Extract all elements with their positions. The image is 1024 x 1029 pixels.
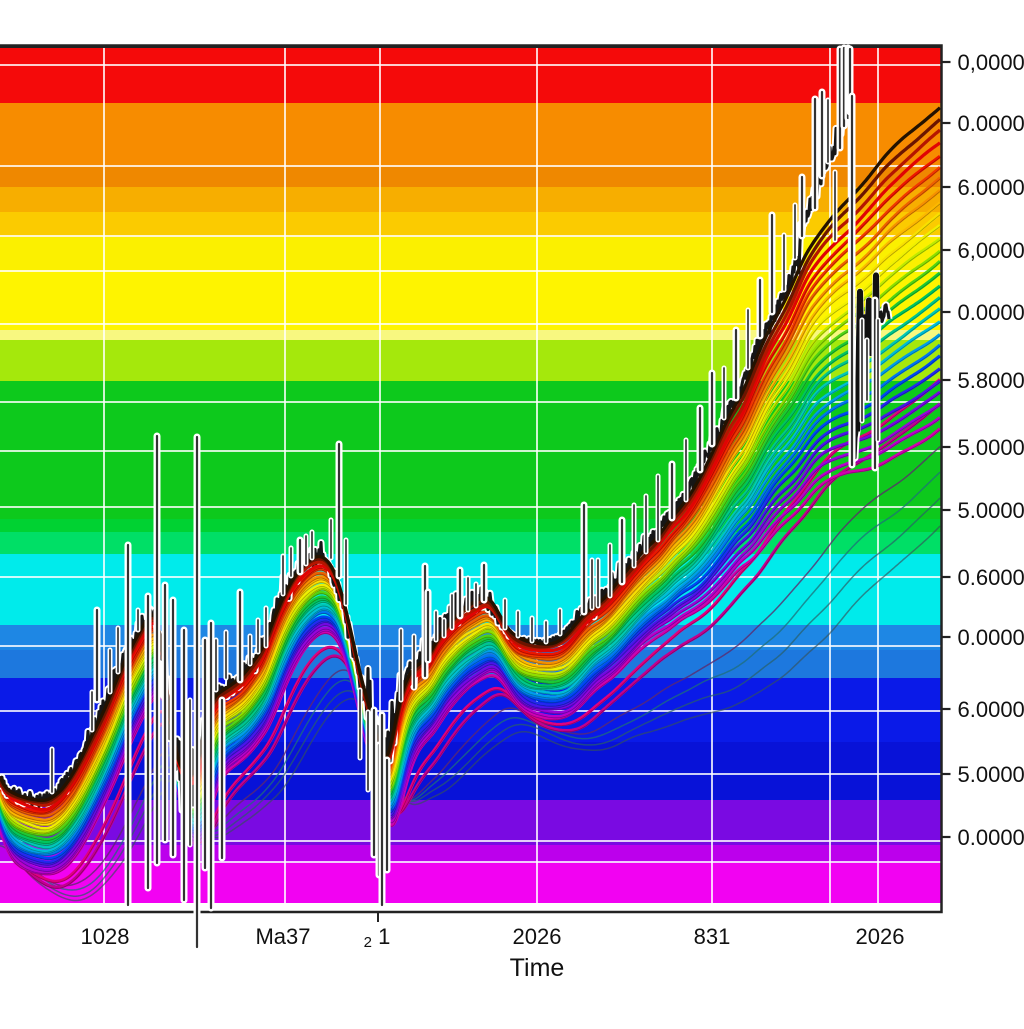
svg-text:5.0000: 5.0000 (958, 498, 1024, 523)
svg-text:2026: 2026 (513, 924, 562, 949)
svg-text:0.0000: 0.0000 (958, 111, 1024, 136)
svg-text:Ma37: Ma37 (255, 924, 310, 949)
svg-text:0.0000: 0.0000 (958, 625, 1024, 650)
svg-text:6.0000: 6.0000 (958, 697, 1024, 722)
svg-text:2026: 2026 (856, 924, 905, 949)
svg-text:5.0000: 5.0000 (958, 435, 1024, 460)
svg-text:0,0000: 0,0000 (958, 50, 1024, 75)
svg-text:6,0000: 6,0000 (958, 238, 1024, 263)
svg-text:1028: 1028 (81, 924, 130, 949)
svg-text:5.8000: 5.8000 (958, 368, 1024, 393)
svg-text:6.0000: 6.0000 (958, 175, 1024, 200)
svg-text:0.0000: 0.0000 (958, 825, 1024, 850)
svg-text:Time: Time (510, 954, 565, 982)
svg-text:0.0000: 0.0000 (958, 300, 1024, 325)
svg-text:831: 831 (694, 924, 731, 949)
svg-text:0.6000: 0.6000 (958, 565, 1024, 590)
svg-text:5.0000: 5.0000 (958, 762, 1024, 787)
